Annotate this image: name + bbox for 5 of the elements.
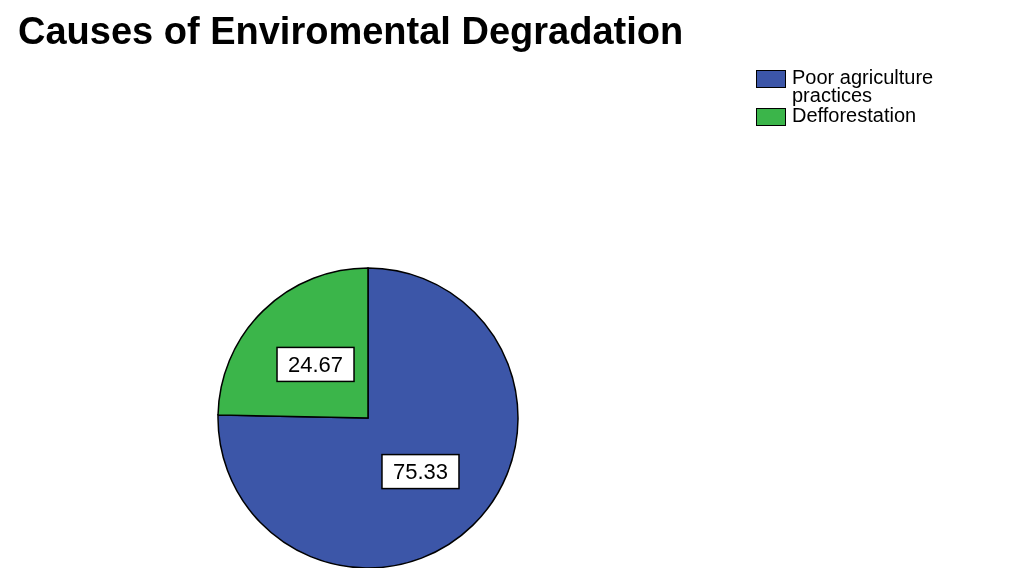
legend-label: Poor agriculture practices xyxy=(792,66,935,106)
data-label: 24.67 xyxy=(287,351,344,377)
pie-slice xyxy=(217,267,519,568)
data-label: 75.33 xyxy=(392,459,449,485)
chart-title: Causes of Enviromental Degradation xyxy=(18,10,684,53)
